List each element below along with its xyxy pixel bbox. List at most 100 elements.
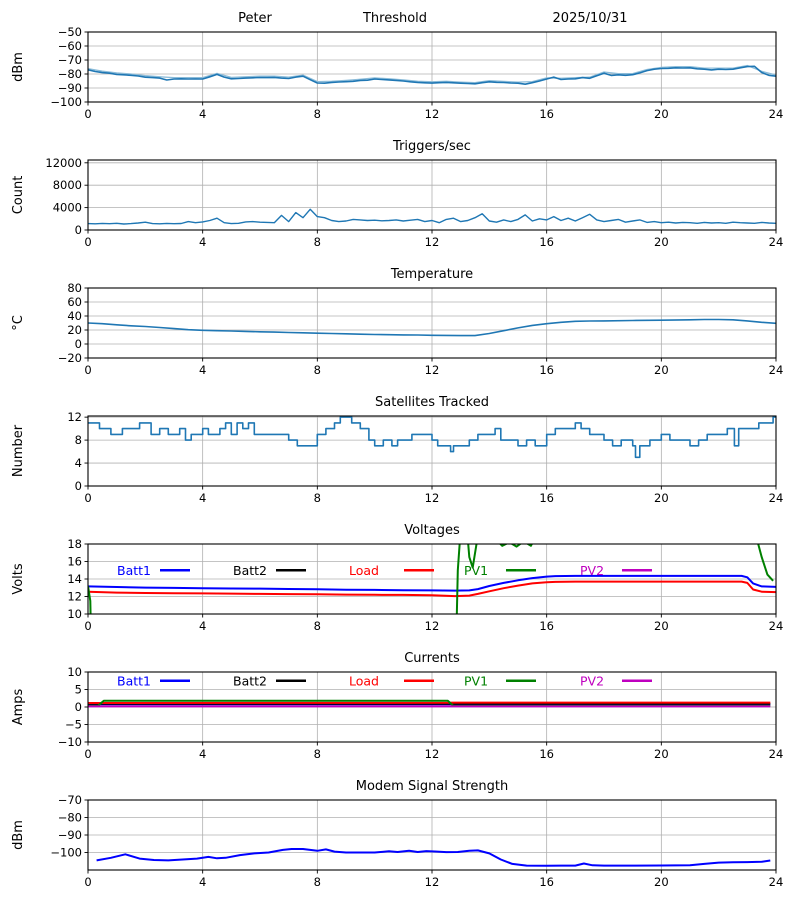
svg-text:20: 20	[654, 363, 669, 377]
svg-text:Currents: Currents	[404, 651, 460, 666]
svg-text:40: 40	[67, 309, 82, 323]
svg-text:10: 10	[67, 665, 82, 679]
svg-text:60: 60	[67, 295, 82, 309]
svg-text:16: 16	[67, 555, 82, 569]
svg-text:0: 0	[84, 235, 91, 249]
panel-modem: 0 4 8 12 16 20 24 −100 −90 −80 −70 Modem Signal Str…	[0, 770, 800, 898]
svg-text:8000: 8000	[53, 178, 82, 192]
svg-text:16: 16	[539, 363, 554, 377]
svg-text:0: 0	[75, 223, 82, 237]
svg-text:24: 24	[769, 619, 784, 633]
svg-text:−80: −80	[58, 811, 82, 825]
voltages-chart: 0 4 8 12 16 20 24 10 12 14 16 18 Voltages Volts Batt1 B…	[11, 523, 784, 633]
svg-text:24: 24	[769, 107, 784, 121]
svg-text:12000: 12000	[45, 156, 82, 170]
svg-text:dBm: dBm	[11, 820, 26, 850]
svg-text:PV2: PV2	[580, 673, 604, 688]
svg-text:4: 4	[75, 456, 82, 470]
svg-text:16: 16	[539, 875, 554, 889]
svg-text:20: 20	[654, 619, 669, 633]
svg-text:12: 12	[425, 491, 440, 505]
triggers-chart: 0 4 8 12 16 20 24 0 4000 8000 12000 Triggers/sec Cou…	[11, 139, 784, 249]
svg-text:−10: −10	[58, 735, 82, 749]
svg-text:PV2: PV2	[580, 563, 604, 578]
svg-text:12: 12	[425, 235, 440, 249]
svg-text:−90: −90	[58, 81, 82, 95]
svg-text:−90: −90	[58, 828, 82, 842]
svg-text:Batt2: Batt2	[233, 563, 267, 578]
svg-text:20: 20	[654, 875, 669, 889]
rssi-chart: 0 4 8 12 16 20 24 −100−90−80−70−60−50 Peter Thres…	[11, 11, 784, 121]
svg-text:8: 8	[314, 875, 321, 889]
svg-text:PV1: PV1	[464, 673, 488, 688]
svg-text:20: 20	[67, 323, 82, 337]
svg-text:16: 16	[539, 491, 554, 505]
svg-text:Amps: Amps	[11, 688, 26, 725]
svg-text:14: 14	[67, 572, 82, 586]
svg-text:−100: −100	[50, 846, 82, 860]
svg-text:12: 12	[425, 363, 440, 377]
svg-text:0: 0	[75, 700, 82, 714]
svg-text:Load: Load	[349, 673, 379, 688]
svg-text:°C: °C	[11, 315, 26, 331]
panel-temperature: 0 4 8 12 16 20 24 −20 0 20 40 60 80 Temperature °C	[0, 258, 800, 386]
svg-text:24: 24	[769, 491, 784, 505]
panel-triggers: 0 4 8 12 16 20 24 0 4000 8000 12000 Triggers/sec Cou…	[0, 130, 800, 258]
svg-text:Voltages: Voltages	[404, 523, 460, 538]
svg-text:0: 0	[84, 363, 91, 377]
svg-text:0: 0	[84, 619, 91, 633]
svg-text:−70: −70	[58, 53, 82, 67]
svg-text:80: 80	[67, 281, 82, 295]
svg-text:8: 8	[314, 235, 321, 249]
svg-text:0: 0	[75, 479, 82, 493]
svg-text:24: 24	[769, 747, 784, 761]
svg-text:10: 10	[67, 607, 82, 621]
svg-text:Peter: Peter	[238, 11, 272, 26]
panel-currents: 0 4 8 12 16 20 24 −10 −5 0 5 10 Currents Amps Batt1 Bat…	[0, 642, 800, 770]
svg-text:16: 16	[539, 747, 554, 761]
svg-text:−100: −100	[50, 95, 82, 109]
svg-text:0: 0	[75, 337, 82, 351]
svg-text:Temperature: Temperature	[390, 267, 473, 282]
svg-text:5: 5	[75, 683, 82, 697]
svg-text:Batt1: Batt1	[117, 673, 151, 688]
svg-text:Volts: Volts	[11, 563, 26, 595]
svg-text:−80: −80	[58, 67, 82, 81]
svg-text:Number: Number	[11, 424, 26, 477]
svg-text:2025/10/31: 2025/10/31	[553, 11, 628, 26]
svg-text:4000: 4000	[53, 201, 82, 215]
svg-text:12: 12	[67, 410, 82, 424]
svg-text:16: 16	[539, 619, 554, 633]
svg-text:0: 0	[84, 747, 91, 761]
satellites-chart: 0 4 8 12 16 20 24 0 4 8 12 Satellites Tracked Number	[11, 395, 784, 505]
svg-text:Count: Count	[11, 176, 26, 215]
currents-chart: 0 4 8 12 16 20 24 −10 −5 0 5 10 Currents Amps Batt1 Bat…	[11, 651, 784, 761]
svg-text:4: 4	[199, 363, 206, 377]
svg-text:24: 24	[769, 875, 784, 889]
svg-text:0: 0	[84, 875, 91, 889]
svg-text:Load: Load	[349, 563, 379, 578]
svg-text:12: 12	[425, 747, 440, 761]
svg-text:4: 4	[199, 235, 206, 249]
svg-text:12: 12	[425, 107, 440, 121]
svg-text:Satellites Tracked: Satellites Tracked	[375, 395, 489, 410]
svg-text:8: 8	[75, 433, 82, 447]
svg-text:20: 20	[654, 235, 669, 249]
svg-text:24: 24	[769, 235, 784, 249]
svg-text:4: 4	[199, 491, 206, 505]
svg-text:8: 8	[314, 619, 321, 633]
svg-text:−70: −70	[58, 793, 82, 807]
svg-text:−5: −5	[65, 718, 82, 732]
svg-text:12: 12	[67, 590, 82, 604]
svg-text:Modem Signal Strength: Modem Signal Strength	[356, 779, 509, 794]
svg-text:Threshold: Threshold	[362, 11, 427, 26]
svg-text:Batt2: Batt2	[233, 673, 267, 688]
svg-text:20: 20	[654, 491, 669, 505]
svg-text:12: 12	[425, 619, 440, 633]
svg-text:4: 4	[199, 107, 206, 121]
svg-text:8: 8	[314, 491, 321, 505]
panel-rssi: 0 4 8 12 16 20 24 −100 −90 −80 −70 −60 −50 Peter Thres…	[0, 2, 800, 130]
svg-text:Triggers/sec: Triggers/sec	[392, 139, 471, 154]
